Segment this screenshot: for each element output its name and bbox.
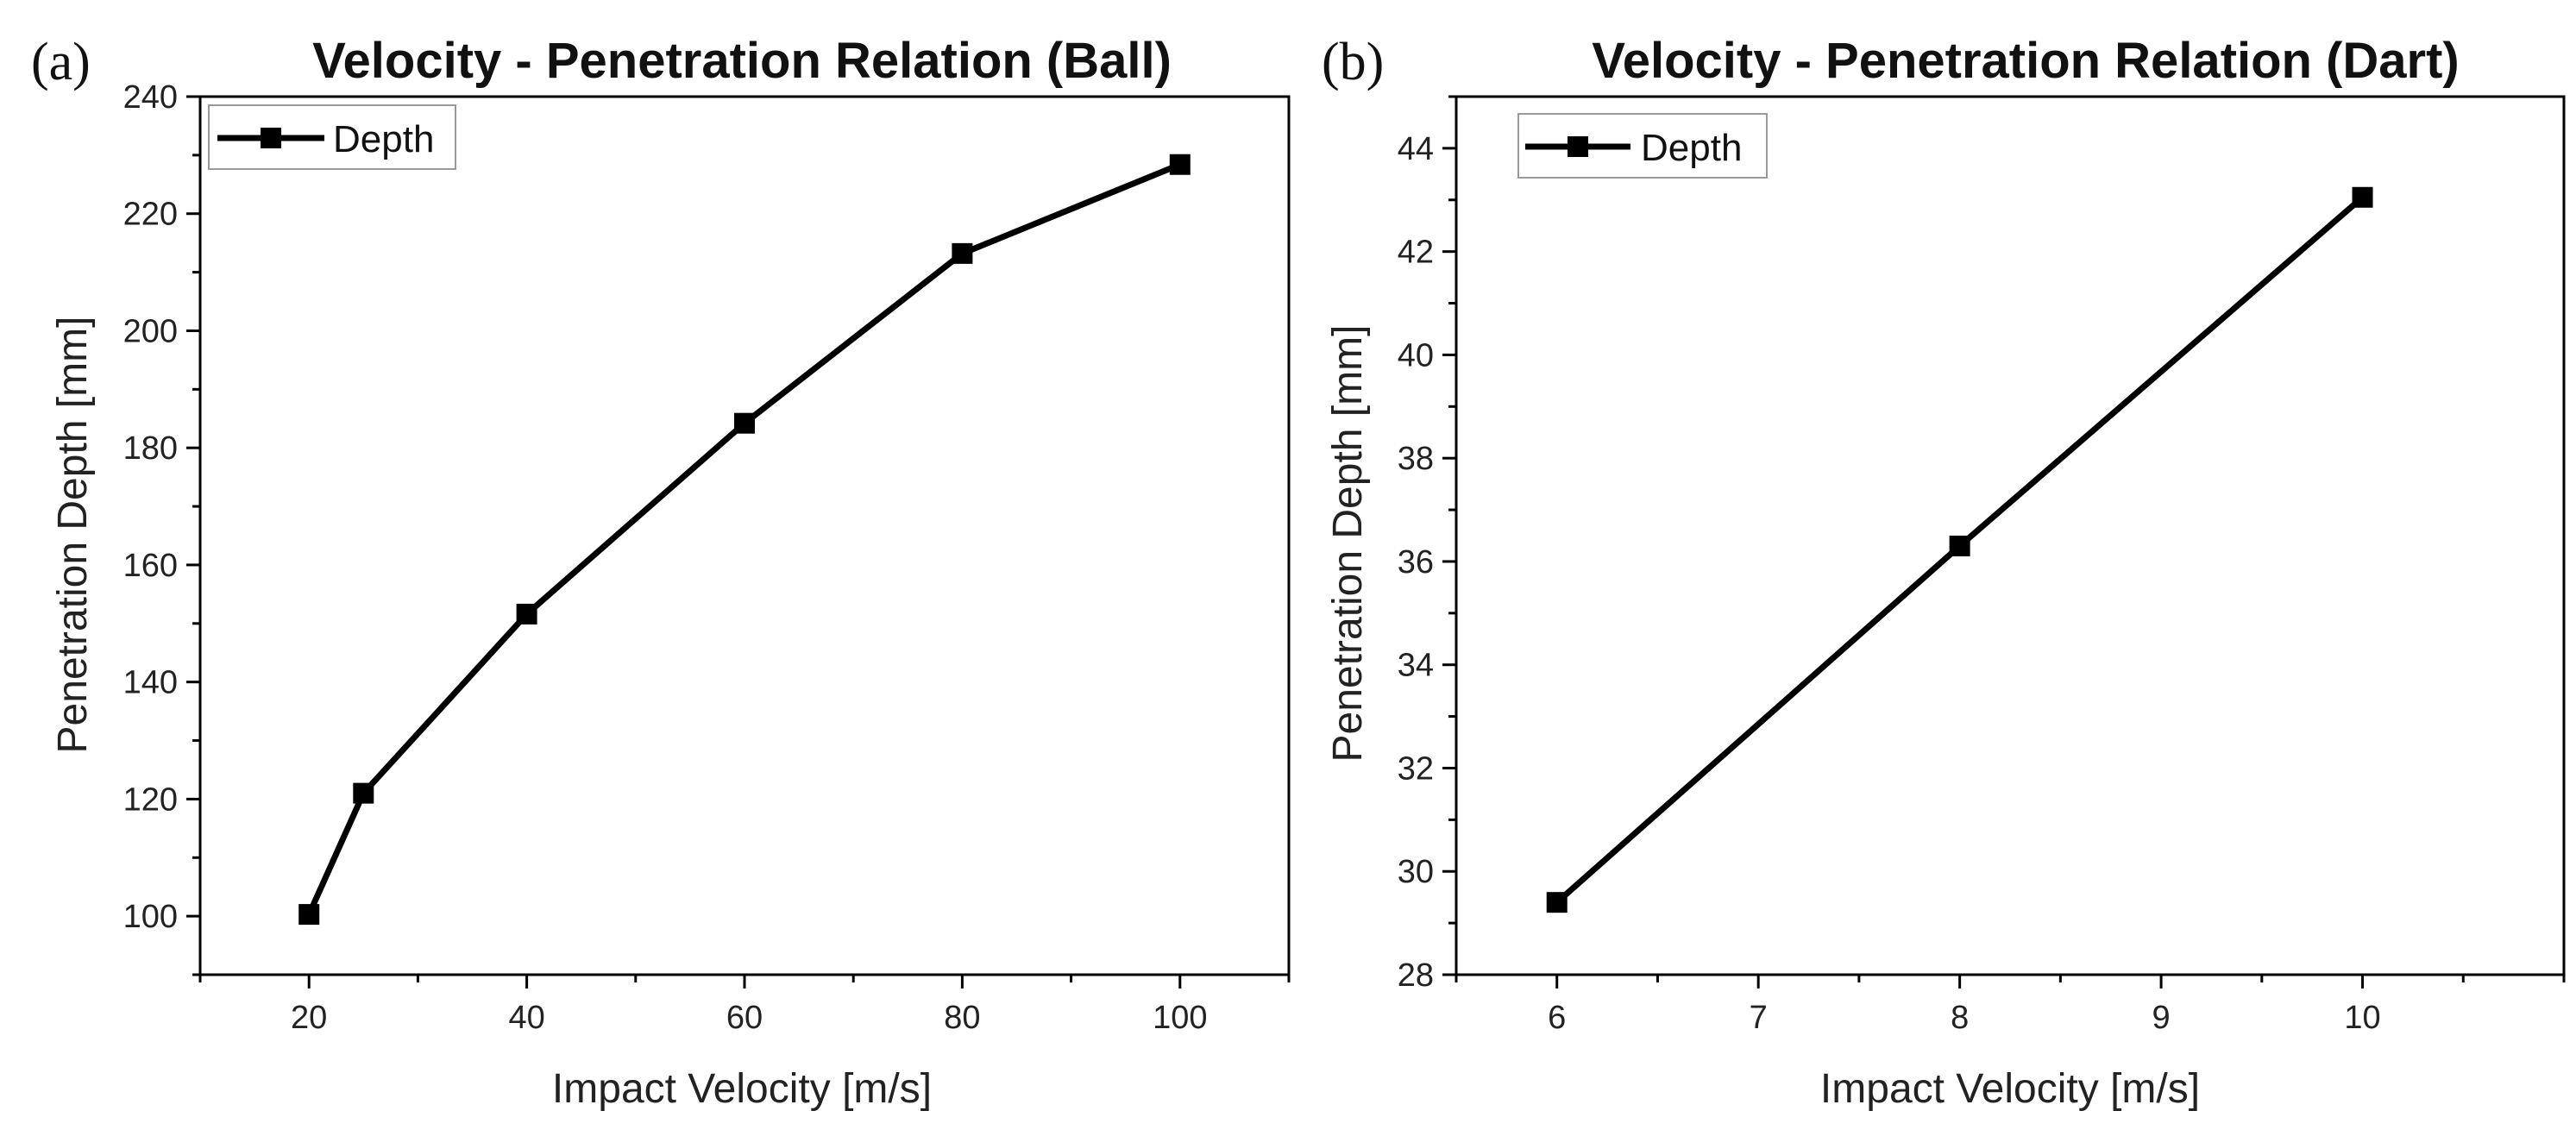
- y-tick-label: 120: [123, 781, 178, 818]
- data-point-marker: [1949, 535, 1970, 556]
- x-tick-label: 80: [944, 1000, 980, 1036]
- y-tick-label: 34: [1398, 648, 1434, 684]
- y-tick-label: 30: [1398, 854, 1434, 890]
- y-tick-label: 44: [1398, 131, 1434, 167]
- chart-panel-dart: (b) Velocity - Penetration Relation (Dar…: [1322, 33, 2566, 1112]
- x-tick-label: 40: [508, 1000, 544, 1036]
- y-tick-label: 180: [123, 430, 178, 467]
- x-tick-label: 20: [291, 1000, 327, 1036]
- plot-frame: [198, 95, 1291, 976]
- legend-dart: Depth: [1517, 113, 1768, 179]
- x-axis-label-ball: Impact Velocity [m/s]: [552, 1066, 932, 1112]
- data-point-marker: [298, 904, 320, 926]
- y-tick-label: 220: [123, 197, 178, 233]
- y-tick-label: 40: [1398, 337, 1434, 373]
- y-tick-label: 240: [123, 79, 178, 116]
- panel-label-a: (a): [31, 33, 91, 91]
- chart-panel-ball: (a) Velocity - Penetration Relation (Bal…: [31, 33, 1291, 1112]
- legend-label: Depth: [333, 118, 434, 160]
- data-point-marker: [2352, 186, 2373, 208]
- data-point-marker: [734, 412, 755, 434]
- x-tick-label: 6: [1548, 1000, 1566, 1036]
- chart-title-ball: Velocity - Penetration Relation (Ball): [312, 33, 1172, 89]
- legend-square-marker: [1568, 136, 1588, 157]
- y-tick-label: 28: [1398, 957, 1434, 994]
- y-tick-label: 140: [123, 665, 178, 701]
- data-point-marker: [1546, 892, 1568, 913]
- chart-title-dart: Velocity - Penetration Relation (Dart): [1592, 33, 2460, 89]
- plot-area-dart: 6 7 8 9 10 28 30 32 34 36 38 40 42 44: [1398, 95, 2566, 1036]
- y-axis-label-ball: Penetration Depth [mm]: [50, 317, 96, 754]
- y-tick-label: 42: [1398, 235, 1434, 271]
- data-point-marker: [1169, 154, 1191, 175]
- y-tick-label: 200: [123, 313, 178, 349]
- series-line-depth: [306, 161, 1182, 916]
- y-tick-label: 160: [123, 548, 178, 584]
- x-tick-label: 10: [2344, 1000, 2380, 1036]
- legend-square-marker: [261, 128, 281, 148]
- x-axis-label-dart: Impact Velocity [m/s]: [1820, 1066, 2200, 1112]
- data-point-marker: [516, 603, 537, 624]
- x-tick-label: 8: [1951, 1000, 1969, 1036]
- x-tick-label: 100: [1153, 1000, 1207, 1036]
- plot-area-ball: 20 40 60 80 100 100 120 140 160 180 200 220 240: [123, 79, 1291, 1036]
- y-tick-label: 100: [123, 899, 178, 935]
- x-tick-label: 9: [2152, 1000, 2171, 1036]
- y-tick-label: 38: [1398, 441, 1434, 477]
- y-tick-label: 36: [1398, 544, 1434, 581]
- y-axis-label-dart: Penetration Depth [mm]: [1325, 325, 1371, 763]
- x-tick-label: 7: [1750, 1000, 1768, 1036]
- data-point-marker: [952, 242, 973, 264]
- x-tick-label: 60: [726, 1000, 763, 1036]
- plot-frame: [1454, 95, 2566, 976]
- y-tick-label: 32: [1398, 750, 1434, 787]
- data-point-marker: [353, 782, 374, 804]
- legend-label: Depth: [1641, 127, 1742, 169]
- panel-label-b: (b): [1322, 33, 1384, 91]
- legend-ball: Depth: [208, 104, 456, 170]
